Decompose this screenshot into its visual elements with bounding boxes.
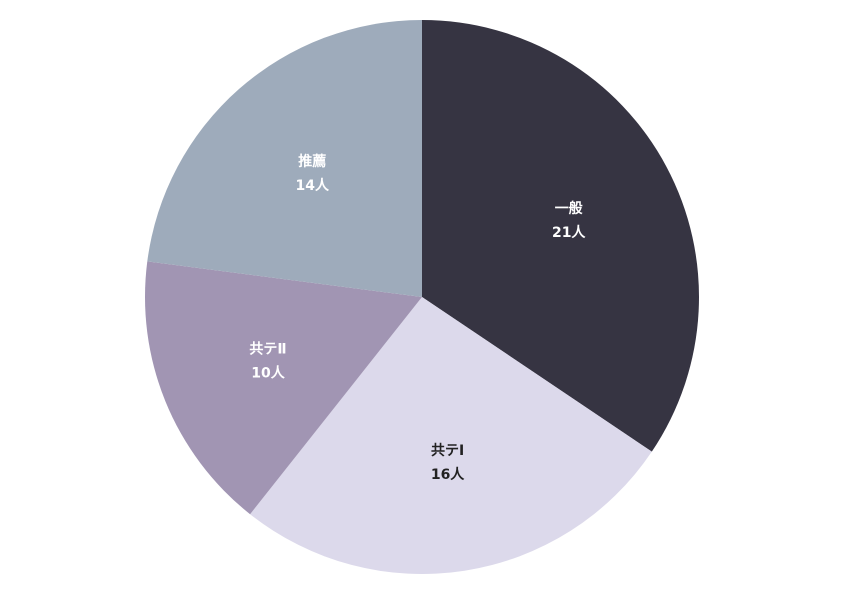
slice-value-label: 14人 — [296, 177, 330, 194]
slice-value-label: 10人 — [251, 365, 285, 382]
slice-category-label: 推薦 — [298, 153, 326, 170]
pie-slice-1 — [422, 20, 699, 452]
slice-value-label: 21人 — [552, 224, 586, 241]
slice-value-label: 16人 — [431, 466, 465, 483]
pie-slice-2 — [250, 297, 652, 574]
slice-category-label: 一般 — [555, 200, 583, 217]
pie-slice-3 — [145, 261, 422, 515]
pie-slices — [145, 20, 699, 574]
pie-slice-4 — [147, 20, 422, 297]
slice-category-label: 共テⅡ — [249, 341, 286, 358]
slice-category-label: 共テⅠ — [431, 442, 464, 459]
